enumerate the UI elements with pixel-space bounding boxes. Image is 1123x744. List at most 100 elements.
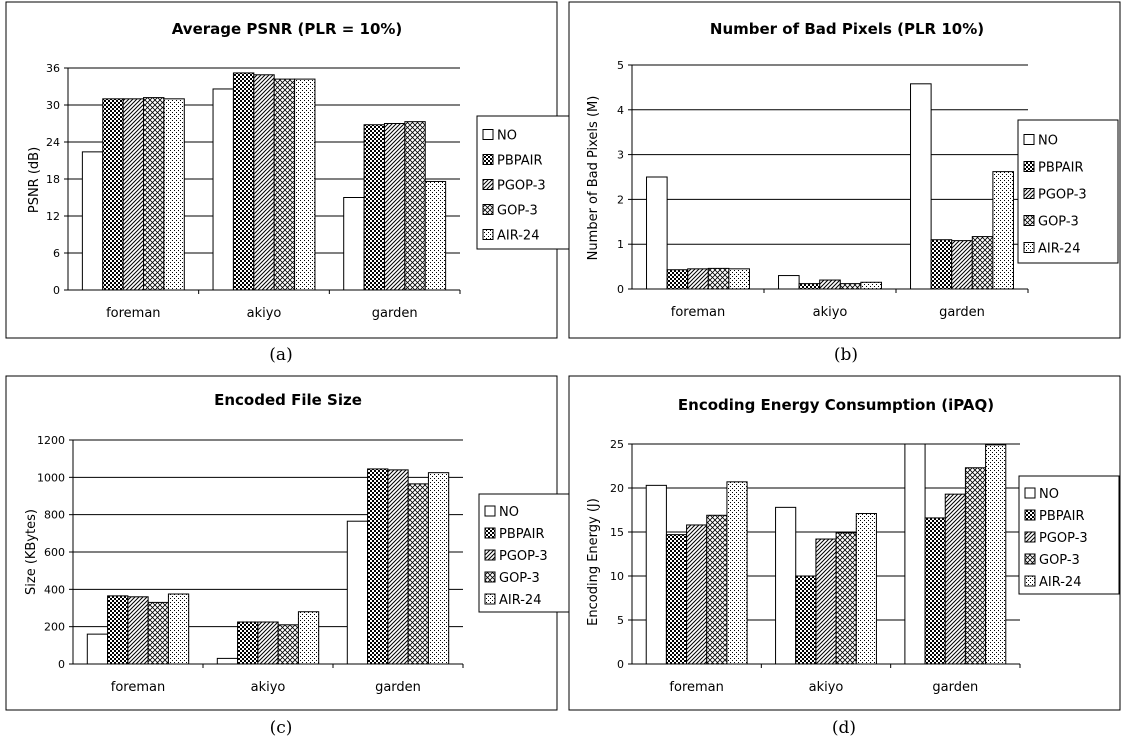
legend-swatch-pgop-3: [1024, 531, 1036, 543]
category-label: akiyo: [813, 305, 848, 320]
bar-pgop-3-garden: [944, 493, 966, 665]
legend-label: AIR-24: [1038, 242, 1080, 257]
y-tick-label: 12: [46, 210, 60, 223]
chart-title: Number of Bad Pixels (PLR 10%): [710, 20, 984, 38]
bar-no-akiyo: [216, 657, 239, 665]
legend-label: AIR-24: [499, 593, 541, 608]
legend-label: PBPAIR: [1039, 509, 1085, 524]
legend-swatch-no: [1024, 487, 1036, 499]
bar-pgop-3-garden: [387, 469, 409, 665]
y-tick-label: 200: [44, 621, 65, 634]
legend-label: NO: [497, 129, 517, 144]
chart-title: Encoding Energy Consumption (iPAQ): [678, 396, 994, 414]
legend-box: [1018, 475, 1120, 595]
bar-pbpair-foreman: [102, 98, 124, 291]
legend-box: [476, 115, 578, 250]
bar-no-foreman: [81, 151, 104, 291]
chart-panel-b: Number of Bad Pixels (PLR 10%) Number of…: [568, 1, 1121, 365]
bar-pbpair-garden: [367, 468, 389, 665]
legend-label: GOP-3: [499, 571, 540, 586]
category-label: akiyo: [251, 680, 286, 695]
chart-panel-c: Encoded File Size Size (KBytes) 0 200 400 6…: [5, 375, 580, 738]
legend: NO PBPAIR PGOP-3 GOP-3 AIR-24: [1017, 119, 1119, 264]
legend-swatch-gop-3: [482, 204, 494, 215]
bar-air-24-garden: [424, 180, 447, 291]
plot-area: 0 6 12 18 24 30 36 foreman akiyo garden: [46, 62, 461, 321]
legend-label: NO: [499, 505, 519, 520]
legend-swatch-pgop-3: [1023, 188, 1035, 199]
legend-swatch-pbpair: [1024, 509, 1036, 521]
legend-label: PBPAIR: [497, 154, 543, 169]
legend-swatch-gop-3: [1024, 553, 1036, 565]
bar-air-24-foreman: [726, 481, 748, 665]
category-label: foreman: [669, 680, 723, 695]
bar-pbpair-akiyo: [798, 283, 821, 290]
category-label: foreman: [671, 305, 725, 320]
bar-pgop-3-foreman: [686, 524, 708, 665]
y-tick-label: 5: [617, 614, 624, 627]
bar-pgop-3-akiyo: [815, 538, 837, 665]
bar-air-24-akiyo: [855, 513, 877, 665]
bar-pbpair-garden: [363, 124, 385, 291]
bar-pbpair-garden: [924, 517, 946, 665]
bar-pgop-3-garden: [951, 240, 973, 290]
y-tick-label: 600: [44, 546, 65, 559]
plot-area: 0 1 2 3 4 5 foreman akiyo garden: [617, 59, 1029, 320]
category-label: garden: [939, 305, 985, 320]
legend-swatch-air-24: [1023, 242, 1035, 253]
legend-swatch-no: [482, 129, 494, 140]
bar-gop-3-foreman: [147, 601, 169, 665]
bar-air-24-foreman: [728, 268, 750, 290]
bar-air-24-akiyo: [297, 611, 320, 665]
legend-swatch-air-24: [1024, 575, 1036, 587]
y-tick-label: 30: [46, 99, 60, 112]
y-tick-label: 36: [46, 62, 60, 75]
bar-gop-3-akiyo: [839, 283, 862, 290]
legend-label: PGOP-3: [1038, 188, 1087, 203]
bar-no-akiyo: [778, 275, 800, 290]
y-axis-label: Size (KBytes): [24, 509, 39, 595]
legend-label: PGOP-3: [1039, 531, 1088, 546]
caption: (d): [832, 718, 856, 738]
y-tick-label: 6: [53, 247, 60, 260]
y-tick-label: 400: [44, 583, 65, 596]
legend-label: NO: [1038, 134, 1058, 149]
bar-gop-3-garden: [971, 236, 994, 290]
bar-no-akiyo: [775, 506, 797, 665]
bar-no-garden: [343, 197, 365, 291]
legend-swatch-pbpair: [484, 527, 496, 539]
bar-no-foreman: [646, 176, 668, 290]
bar-pgop-3-akiyo: [819, 279, 841, 290]
y-tick-label: 18: [46, 173, 60, 186]
bar-no-foreman: [645, 484, 667, 665]
bar-gop-3-garden: [964, 467, 987, 665]
legend-swatch-gop-3: [484, 571, 496, 583]
y-axis-label: Number of Bad Pixels (M): [586, 96, 601, 261]
legend-label: PBPAIR: [499, 527, 545, 542]
bar-air-24-akiyo: [860, 281, 882, 290]
bar-no-garden: [910, 83, 932, 290]
chart-title: Encoded File Size: [214, 391, 362, 409]
y-tick-label: 3: [617, 149, 624, 162]
bar-gop-3-foreman: [143, 97, 165, 291]
legend-label: GOP-3: [1038, 215, 1079, 230]
legend-label: AIR-24: [497, 229, 539, 244]
legend: NO PBPAIR PGOP-3 GOP-3 AIR-24: [478, 493, 580, 613]
category-label: garden: [932, 680, 978, 695]
bar-pbpair-foreman: [666, 269, 689, 290]
y-tick-label: 1: [617, 238, 624, 251]
legend-label: GOP-3: [1039, 553, 1080, 568]
legend-label: PGOP-3: [499, 549, 548, 564]
legend-swatch-no: [484, 505, 496, 517]
chart-panel-d: Encoding Energy Consumption (iPAQ) Encod…: [568, 375, 1121, 738]
y-tick-label: 1000: [37, 471, 65, 484]
legend-box: [478, 493, 580, 613]
bar-gop-3-akiyo: [835, 532, 857, 665]
bar-pbpair-foreman: [665, 534, 688, 665]
y-tick-label: 2: [617, 193, 624, 206]
category-label: foreman: [111, 680, 165, 695]
bar-no-foreman: [86, 633, 109, 665]
legend-swatch-pgop-3: [484, 549, 496, 561]
legend-swatch-pbpair: [482, 154, 494, 165]
